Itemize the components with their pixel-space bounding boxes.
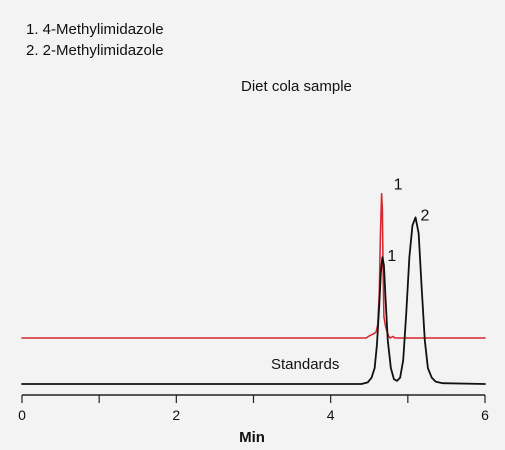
- sample-peak-label-1: 1: [394, 177, 403, 194]
- legend-item-2: 2. 2-Methylimidazole: [26, 42, 164, 59]
- diet-cola-sample-trace: [21, 192, 486, 339]
- standards-peak-label-1: 1: [387, 248, 396, 265]
- series-label-diet-cola-sample: Diet cola sample: [241, 78, 352, 95]
- standards-peak-label-2: 2: [421, 207, 430, 224]
- series-label-standards: Standards: [271, 356, 339, 373]
- x-axis-tick-label-0: 0: [18, 407, 26, 423]
- x-axis-tick-label-4: 4: [327, 407, 335, 423]
- x-axis-tick-label-6: 6: [481, 407, 489, 423]
- legend-item-1: 1. 4-Methylimidazole: [26, 21, 164, 38]
- standards-trace: [21, 216, 486, 385]
- x-axis-tick-label-2: 2: [172, 407, 180, 423]
- x-axis-label: Min: [239, 429, 265, 446]
